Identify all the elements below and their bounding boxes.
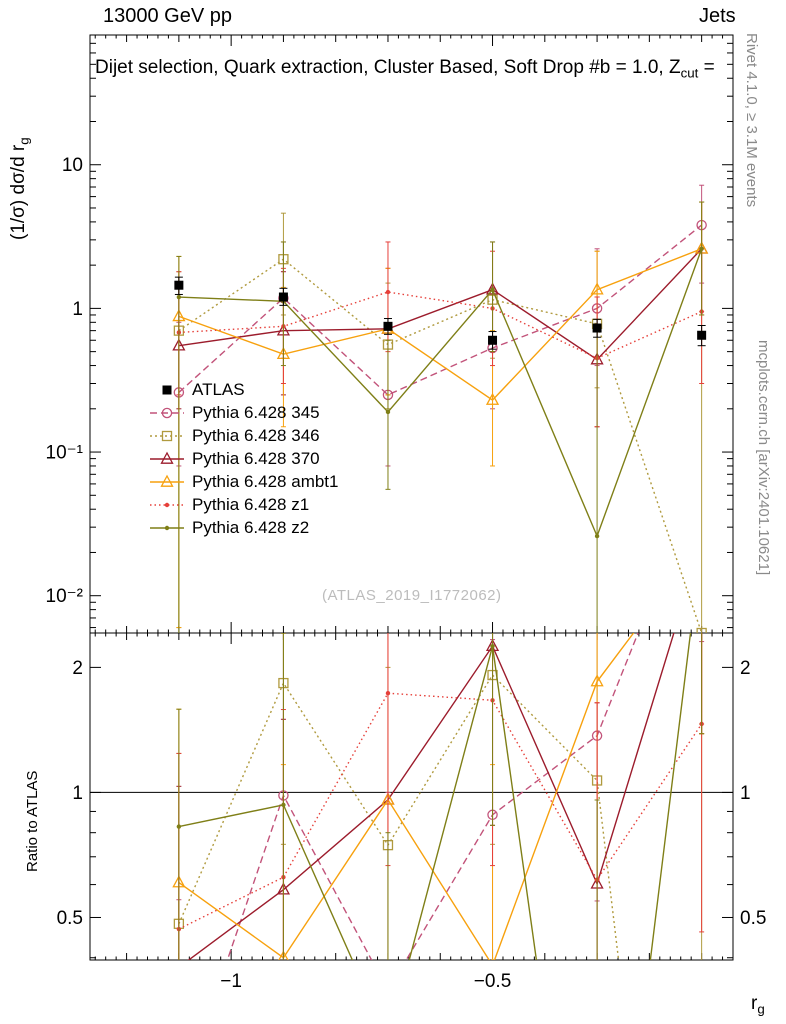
legend-marker-pythia-ambt1 — [148, 474, 186, 490]
svg-text:1: 1 — [740, 783, 751, 804]
ratio-axis-label: Ratio to ATLAS — [24, 770, 41, 872]
plot-title: Dijet selection, Quark extraction, Clust… — [95, 57, 715, 81]
svg-text:0.5: 0.5 — [740, 908, 766, 929]
svg-text:1: 1 — [72, 299, 83, 320]
svg-text:−0.5: −0.5 — [474, 971, 512, 992]
analysis-group-label: Jets — [699, 5, 736, 27]
y-axis-label-main: (1/σ) dσ/d r — [8, 144, 29, 240]
legend-label: Pythia 6.428 ambt1 — [192, 471, 339, 491]
svg-text:1: 1 — [72, 783, 83, 804]
svg-text:10⁻²: 10⁻² — [46, 586, 84, 607]
svg-text:10⁻¹: 10⁻¹ — [46, 443, 84, 464]
svg-text:0.5: 0.5 — [57, 908, 83, 929]
legend: ATLAS Pythia 6.428 345 Pythia 6.428 346 … — [148, 378, 338, 539]
analysis-id-watermark: (ATLAS_2019_I1772062) — [322, 587, 502, 604]
legend-item-pythia-ambt1: Pythia 6.428 ambt1 — [148, 470, 338, 493]
beam-energy-label: 13000 GeV pp — [103, 5, 232, 27]
legend-item-pythia-z2: Pythia 6.428 z2 — [148, 516, 338, 539]
x-axis-label-subscript: g — [757, 1001, 765, 1017]
legend-marker-pythia-370 — [148, 451, 186, 467]
legend-marker-pythia-z2 — [148, 520, 186, 536]
legend-label: Pythia 6.428 z1 — [192, 494, 310, 514]
legend-label: Pythia 6.428 345 — [192, 402, 320, 422]
y-axis-label: (1/σ) dσ/d rg — [8, 137, 32, 240]
svg-text:−1: −1 — [220, 971, 242, 992]
plot-title-suffix: = — [698, 57, 715, 78]
x-axis-label-main: r — [751, 993, 758, 1014]
rivet-version-note: Rivet 4.1.0, ≥ 3.1M events — [743, 33, 760, 208]
svg-text:2: 2 — [740, 658, 751, 679]
legend-item-pythia-345: Pythia 6.428 345 — [148, 401, 338, 424]
legend-item-pythia-z1: Pythia 6.428 z1 — [148, 493, 338, 516]
legend-marker-pythia-345 — [148, 405, 186, 421]
legend-label: Pythia 6.428 z2 — [192, 517, 310, 537]
svg-text:10: 10 — [62, 155, 83, 176]
mcplots-arxiv-note: mcplots.cern.ch [arXiv:2401.10621] — [755, 340, 772, 576]
svg-text:2: 2 — [72, 658, 83, 679]
plot-title-subscript: cut — [680, 65, 699, 81]
legend-label: ATLAS — [192, 379, 245, 399]
legend-item-atlas: ATLAS — [148, 378, 338, 401]
x-axis-label: rg — [751, 993, 765, 1017]
legend-item-pythia-346: Pythia 6.428 346 — [148, 424, 338, 447]
y-axis-label-subscript: g — [16, 137, 32, 145]
legend-marker-pythia-z1 — [148, 497, 186, 513]
legend-marker-pythia-346 — [148, 428, 186, 444]
legend-marker-atlas — [148, 382, 186, 398]
legend-item-pythia-370: Pythia 6.428 370 — [148, 447, 338, 470]
legend-label: Pythia 6.428 370 — [192, 448, 320, 468]
plot-title-main: Dijet selection, Quark extraction, Clust… — [95, 57, 681, 78]
legend-label: Pythia 6.428 346 — [192, 425, 320, 445]
